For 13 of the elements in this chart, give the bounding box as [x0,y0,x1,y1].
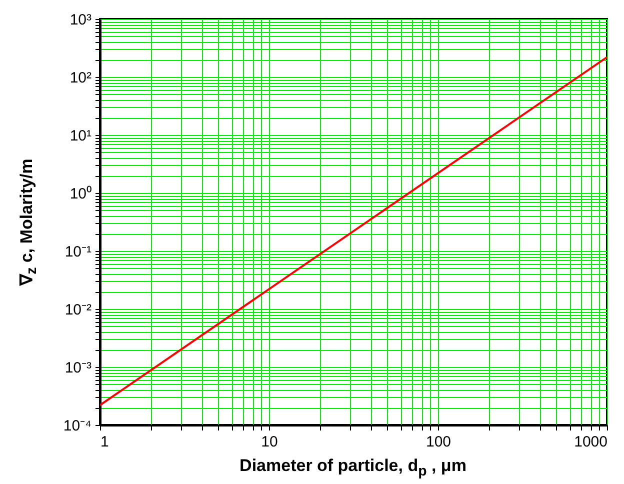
y-tick-label: 10² [70,70,92,86]
y-tick-label: 10⁻¹ [64,244,92,260]
y-tick-label: 10¹ [70,128,92,144]
y-tick-label: 10⁰ [70,186,92,202]
x-tick-label: 100 [426,434,452,450]
x-tick-label: 1 [100,434,109,450]
x-tick-label: 10 [261,434,278,450]
x-tick-label: 1000 [574,434,608,450]
y-tick-label: 10⁻³ [64,360,92,376]
y-tick-label: 10⁻⁴ [63,418,92,434]
y-tick-label: 10³ [70,12,92,28]
y-tick-label: 10⁻² [64,302,92,318]
x-axis-title: Diameter of particle, d$_{p}$ , μm [240,456,466,480]
